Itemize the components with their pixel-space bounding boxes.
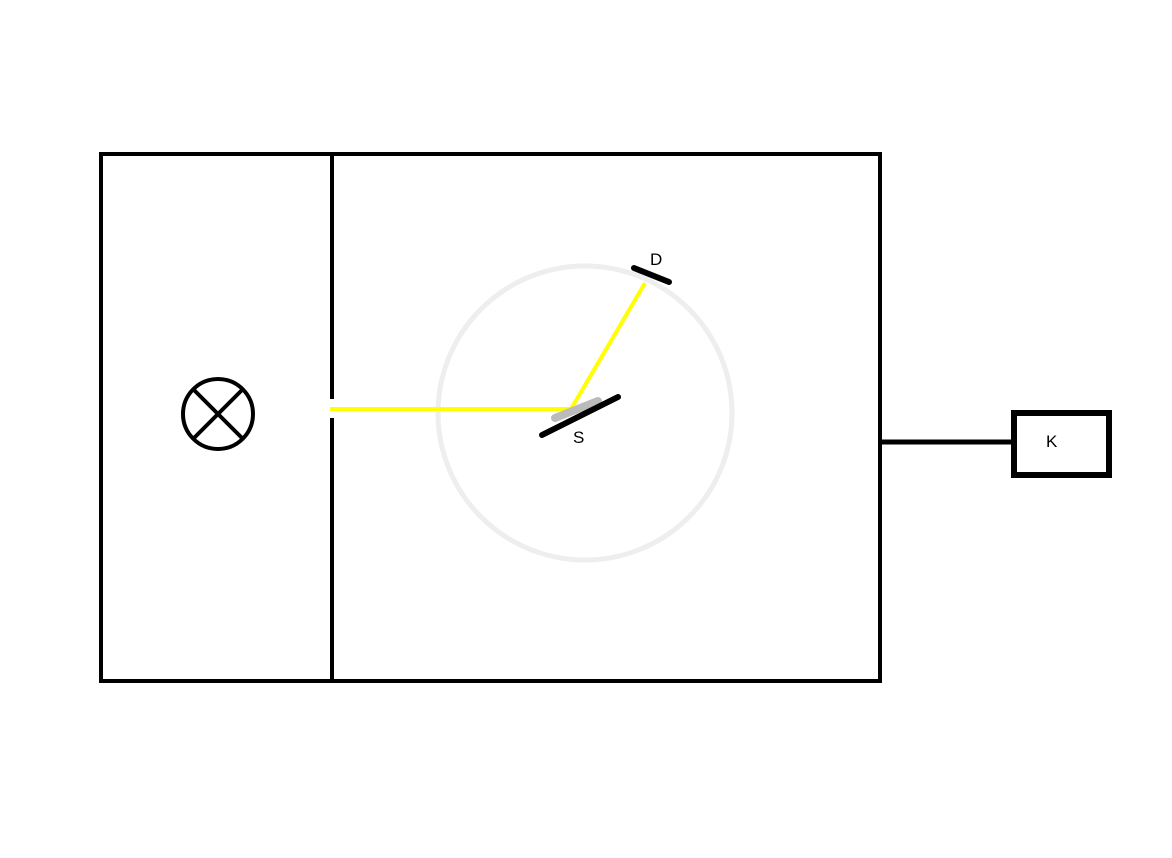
detector-label: D — [650, 250, 662, 269]
housing — [99, 152, 882, 683]
goniometer-circle — [435, 263, 735, 563]
sample-plate — [539, 394, 621, 438]
reflected-beam — [569, 281, 647, 411]
sample-label: S — [573, 428, 584, 447]
control-box — [1011, 410, 1112, 478]
control-box-label: K — [1046, 432, 1058, 451]
x-lamp-icon — [181, 377, 255, 451]
sample-shadow — [551, 397, 602, 422]
detector-plate — [631, 265, 672, 285]
